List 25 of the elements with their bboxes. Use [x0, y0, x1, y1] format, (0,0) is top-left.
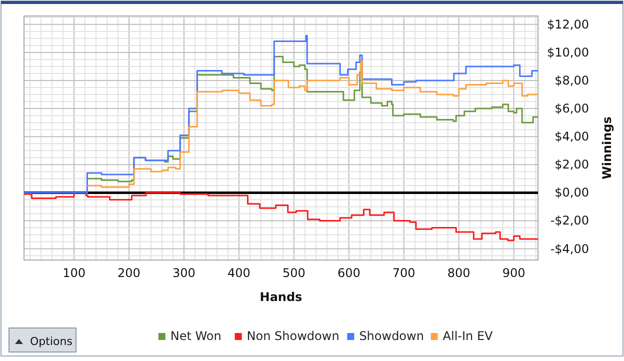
options-button: Options — [8, 328, 76, 352]
x-tick-label: 800 — [447, 266, 470, 280]
y-tick-label: -$4,00 — [550, 242, 589, 256]
x-tick-label: 300 — [172, 266, 196, 280]
x-tick-label: 900 — [502, 266, 526, 280]
x-tick-label: 700 — [392, 266, 416, 280]
x-tick-label: 100 — [62, 266, 86, 280]
y-axis-title: Winnings — [600, 116, 614, 180]
y-tick-label: $4,00 — [554, 130, 589, 144]
y-tick-label: $0,00 — [554, 186, 589, 200]
x-axis-title: Hands — [260, 290, 302, 304]
legend-label: Net Won — [170, 329, 222, 343]
legend-label: All-In EV — [442, 329, 494, 343]
legend-label: Showdown — [359, 329, 424, 343]
x-tick-label: 500 — [282, 266, 306, 280]
y-tick-label: $2,00 — [554, 158, 589, 172]
x-tick-label: 600 — [337, 266, 360, 280]
x-tick-label: 200 — [118, 266, 140, 280]
y-tick-label: $6,00 — [554, 102, 589, 116]
x-tick-label: 400 — [227, 266, 250, 280]
y-tick-label: -$2,00 — [550, 214, 589, 228]
y-tick-label: $10,00 — [547, 45, 589, 60]
y-tick-label: $12,00 — [547, 17, 589, 32]
y-tick-label: $8,00 — [554, 74, 589, 88]
legend-label: Non Showdown — [246, 329, 340, 343]
